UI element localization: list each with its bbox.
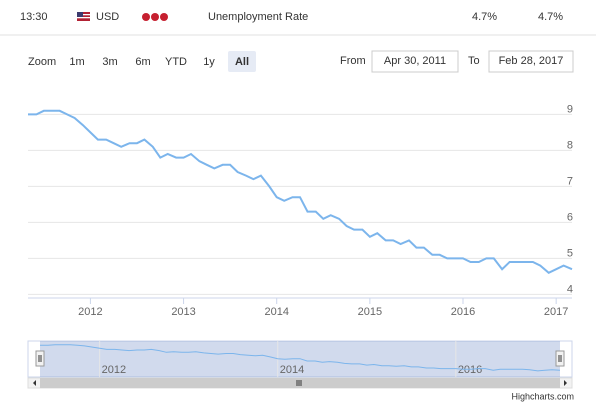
time: 13:30 bbox=[20, 11, 48, 23]
handle-grip bbox=[558, 355, 562, 362]
from-value[interactable]: Apr 30, 2011 bbox=[384, 55, 446, 67]
navigator-handle[interactable] bbox=[35, 350, 45, 367]
y-tick-label: 7 bbox=[567, 175, 573, 187]
series-line bbox=[28, 109, 573, 274]
currency: USD bbox=[96, 11, 119, 23]
range-button[interactable]: 1m bbox=[69, 56, 84, 68]
range-button[interactable]: 1y bbox=[203, 56, 215, 68]
x-tick-label: 2016 bbox=[451, 306, 475, 318]
x-tick-label: 2013 bbox=[171, 306, 195, 318]
to-input[interactable] bbox=[488, 50, 574, 73]
range-button-bg bbox=[228, 51, 256, 72]
y-tick-label: 4 bbox=[567, 283, 573, 295]
to-label: To bbox=[468, 55, 480, 67]
range-button[interactable]: 6m bbox=[135, 56, 150, 68]
y-tick-label: 5 bbox=[567, 247, 573, 259]
x-tick-label: 2012 bbox=[78, 306, 102, 318]
navigator-label: 2014 bbox=[280, 364, 304, 376]
from-label: From bbox=[340, 55, 366, 67]
flag bbox=[77, 12, 90, 21]
navigator-label: 2016 bbox=[458, 364, 482, 376]
y-tick-label: 9 bbox=[567, 103, 573, 115]
x-tick-label: 2017 bbox=[544, 306, 568, 318]
range-button[interactable]: YTD bbox=[165, 56, 187, 68]
range-button[interactable]: 3m bbox=[102, 56, 117, 68]
range-button[interactable]: All bbox=[235, 56, 249, 68]
actual: 4.7% bbox=[472, 11, 497, 23]
x-tick-label: 2015 bbox=[358, 306, 382, 318]
handle-grip bbox=[38, 355, 42, 362]
forecast: 4.7% bbox=[538, 11, 563, 23]
scrollbar-thumb[interactable] bbox=[40, 378, 560, 388]
header-row bbox=[0, 0, 596, 35]
event-name: Unemployment Rate bbox=[208, 11, 308, 23]
y-tick-label: 6 bbox=[567, 211, 573, 223]
y-tick-label: 8 bbox=[567, 139, 573, 151]
navigator-label: 2012 bbox=[102, 364, 126, 376]
navigator-series bbox=[40, 344, 561, 372]
to-value[interactable]: Feb 28, 2017 bbox=[499, 55, 564, 67]
scrollbar-grip bbox=[296, 380, 302, 386]
credits[interactable]: Highcharts.com bbox=[511, 391, 574, 401]
x-tick-label: 2014 bbox=[264, 306, 288, 318]
zoom-label: Zoom bbox=[28, 56, 56, 68]
from-input[interactable] bbox=[371, 50, 459, 73]
impact-icon bbox=[142, 13, 168, 21]
navigator-handle[interactable] bbox=[555, 350, 565, 367]
